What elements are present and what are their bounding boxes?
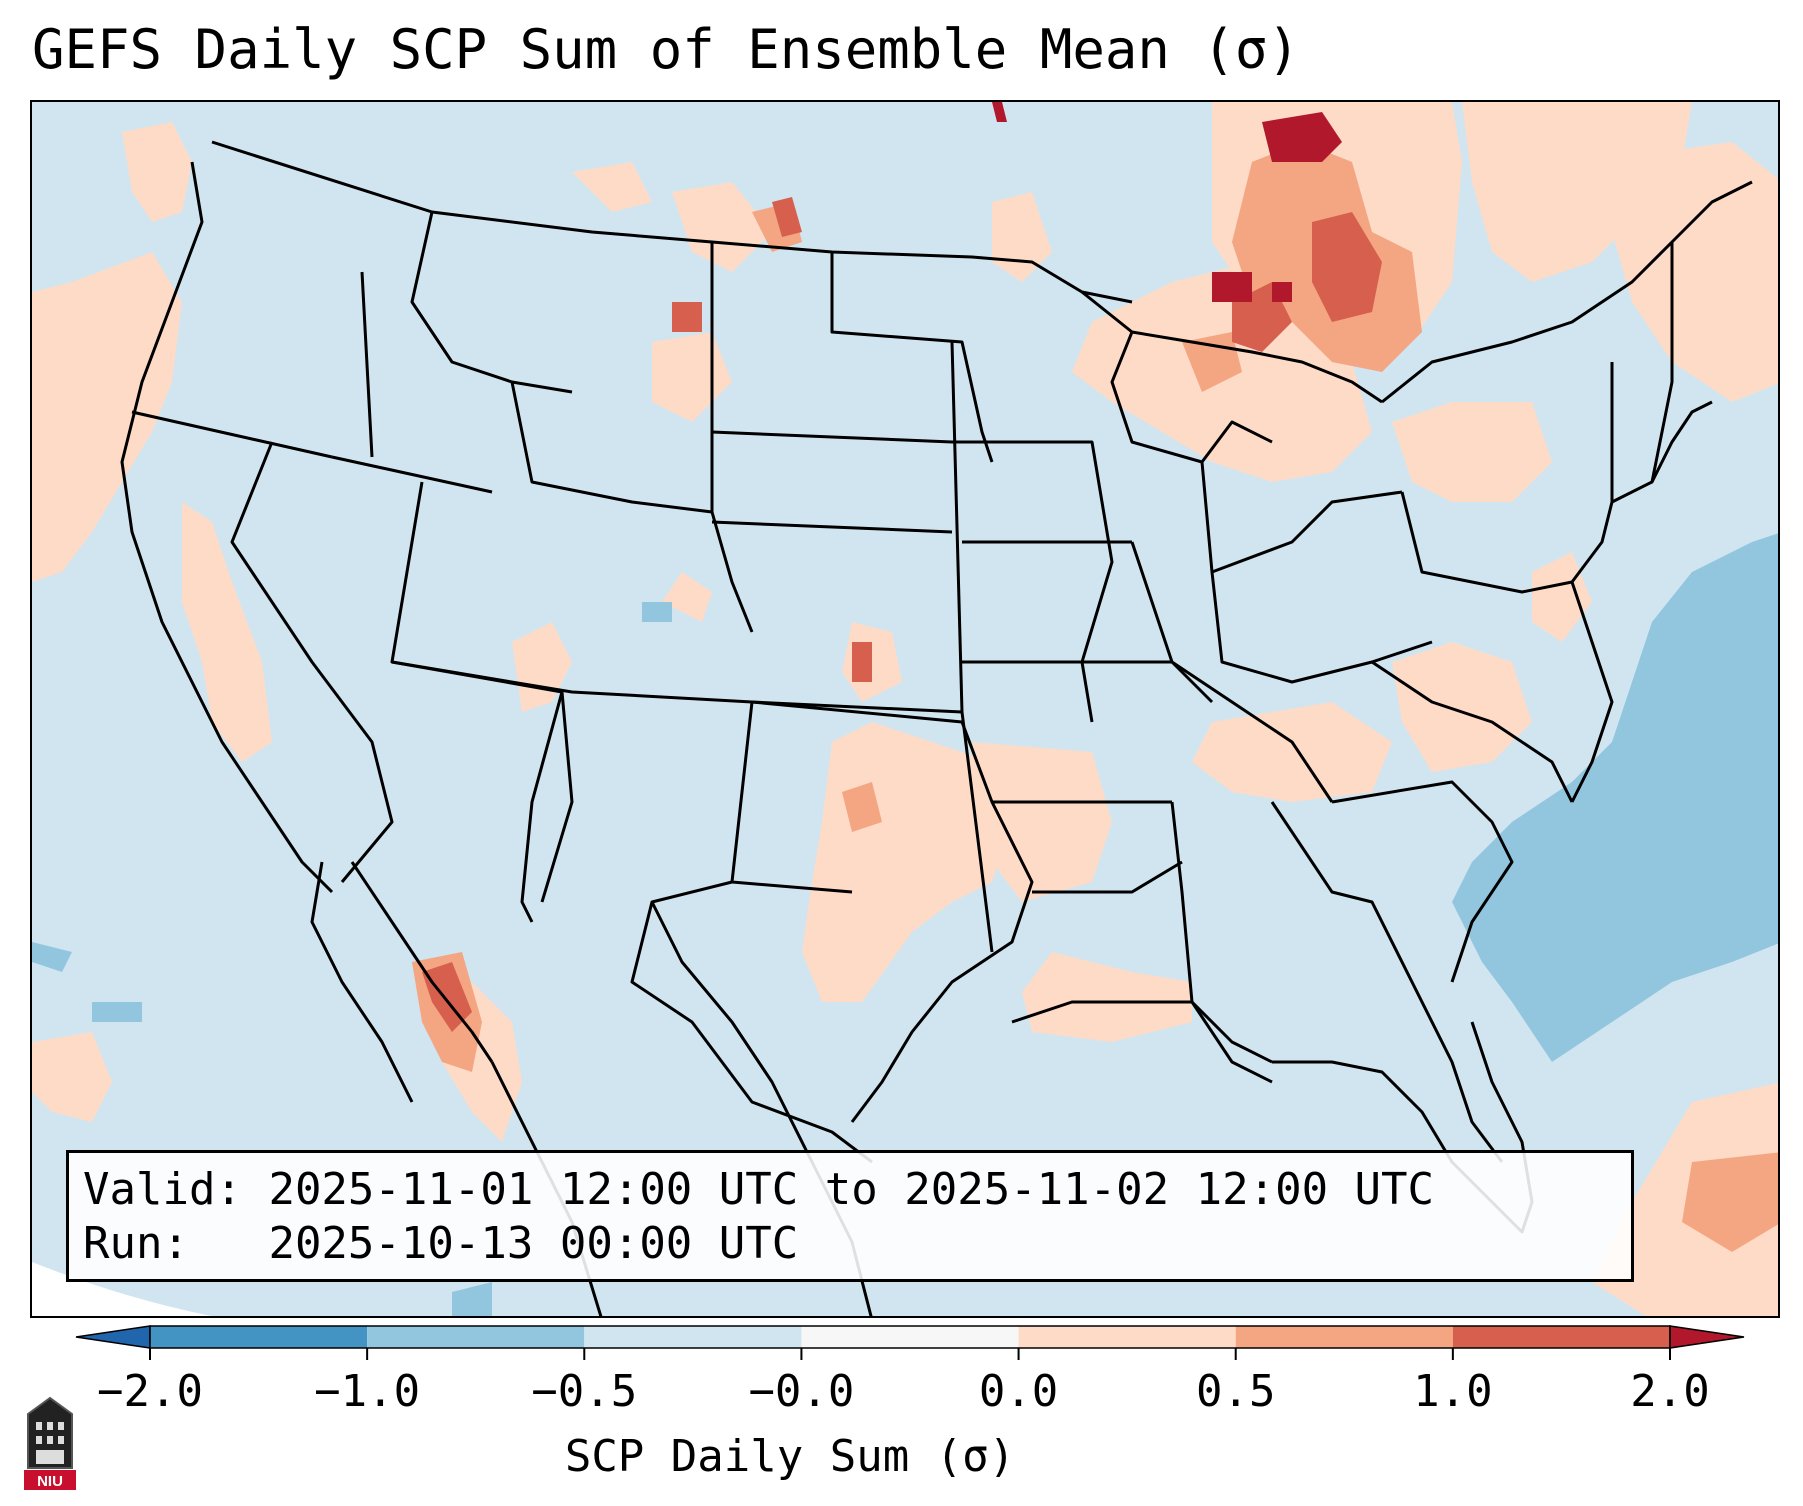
valid-time-range: 2025-11-01 12:00 UTC to 2025-11-02 12:00…	[268, 1164, 1435, 1215]
chart-title: GEFS Daily SCP Sum of Ensemble Mean (σ)	[32, 18, 1300, 81]
negative-areas	[32, 533, 1778, 1316]
colorbar-extend-low	[75, 1325, 151, 1349]
run-label: Run:	[83, 1218, 189, 1269]
positive-medium-areas	[412, 142, 1778, 1252]
map-canvas	[32, 102, 1778, 1316]
colorbar-bin	[150, 1326, 368, 1348]
colorbar-outline	[149, 1325, 1671, 1349]
colorbar	[75, 1325, 1745, 1360]
colorbar-bin	[1452, 1326, 1670, 1348]
colorbar-tick-label: −2.0	[97, 1366, 203, 1417]
colorbar-bin	[1235, 1326, 1453, 1348]
colorbar-bin	[367, 1326, 585, 1348]
colorbar-label: SCP Daily Sum (σ)	[564, 1431, 1016, 1482]
university-building-icon: NIU	[24, 1396, 76, 1490]
valid-label: Valid:	[83, 1164, 242, 1215]
logo-text: NIU	[37, 1473, 63, 1490]
colorbar-extend-high	[1669, 1325, 1745, 1349]
valid-run-info-box: Valid: 2025-11-01 12:00 UTC to 2025-11-0…	[66, 1150, 1634, 1282]
projection-corner-bottom-left	[32, 1262, 212, 1316]
run-time: 2025-10-13 00:00 UTC	[268, 1218, 799, 1269]
colorbar-bin	[1018, 1326, 1236, 1348]
map-panel	[30, 100, 1780, 1318]
colorbar-bin	[584, 1326, 802, 1348]
colorbar-tick-label: −1.0	[314, 1366, 421, 1417]
positive-extreme-areas	[992, 102, 1342, 302]
colorbar-tick-label: 2.0	[1630, 1366, 1710, 1417]
colorbar-tick-label: 0.0	[978, 1366, 1059, 1417]
colorbar-bin	[801, 1326, 1019, 1348]
colorbar-tick-label: 1.0	[1413, 1366, 1493, 1417]
colorbar-tick-label: 0.5	[1195, 1366, 1276, 1417]
colorbar-tick-label: −0.5	[531, 1366, 638, 1417]
colorbar-tick-label: −0.0	[748, 1366, 855, 1417]
